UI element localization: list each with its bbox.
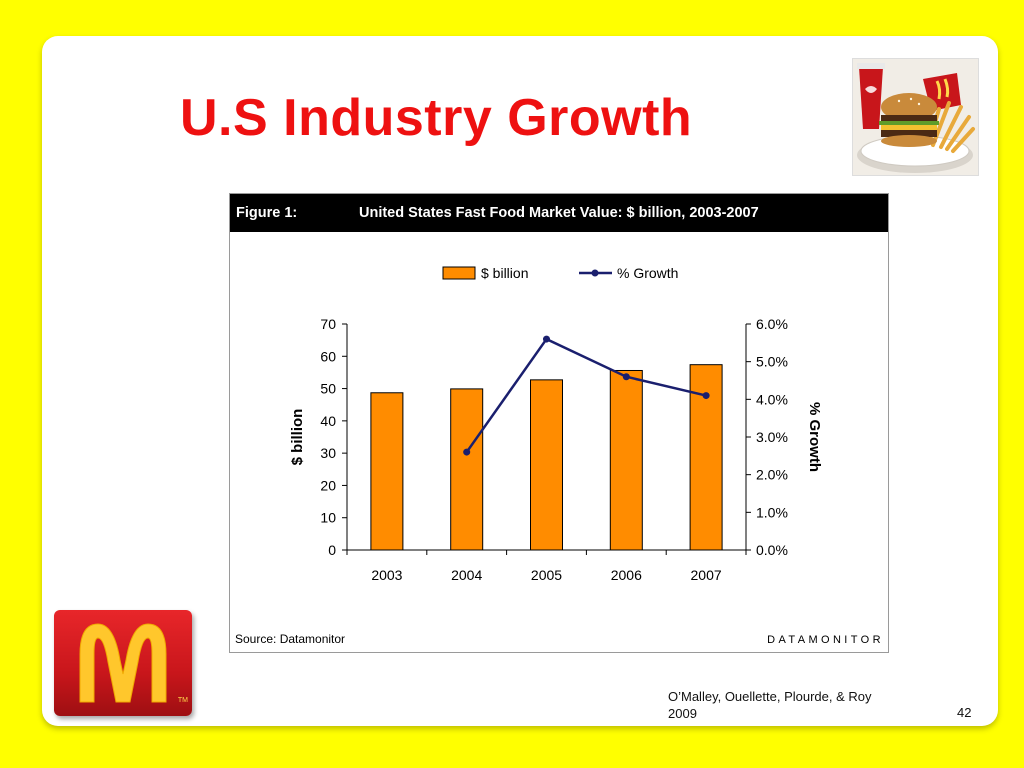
x-tick-label: 2006 (611, 567, 642, 583)
golden-arches-icon (79, 623, 167, 703)
left-tick-label: 10 (320, 510, 336, 526)
left-tick-label: 0 (328, 542, 336, 558)
bar-2005 (530, 379, 563, 551)
figure-header: Figure 1: United States Fast Food Market… (230, 194, 888, 232)
left-tick-label: 70 (320, 316, 336, 332)
slide-title: U.S Industry Growth (180, 89, 693, 147)
bar-2003 (370, 392, 404, 551)
right-axis-title: % Growth (806, 402, 823, 472)
page-number: 42 (957, 705, 972, 720)
x-tick-label: 2004 (451, 567, 482, 583)
legend-line-label: % Growth (617, 265, 678, 281)
right-tick-label: 2.0% (756, 467, 788, 483)
right-tick-label: 6.0% (756, 316, 788, 332)
left-tick-label: 60 (320, 348, 336, 364)
mcdonalds-logo: TM (54, 610, 192, 716)
fast-food-illustration (853, 59, 978, 175)
left-tick-label: 30 (320, 445, 336, 461)
growth-point-2007 (702, 392, 710, 400)
right-tick-label: 3.0% (756, 429, 788, 445)
bar-2004 (450, 388, 484, 551)
source-note: Source: Datamonitor (235, 632, 346, 646)
left-tick-label: 50 (320, 381, 336, 397)
trademark-label: TM (177, 697, 188, 704)
growth-line (465, 337, 707, 453)
figure-panel: Figure 1: United States Fast Food Market… (229, 193, 889, 653)
citation: O’Malley, Ouellette, Plourde, & Roy 2009 (668, 688, 948, 722)
right-tick-label: 4.0% (756, 391, 788, 407)
left-tick-label: 20 (320, 477, 336, 493)
bar-2006 (609, 369, 643, 551)
x-tick-label: 2007 (691, 567, 722, 583)
market-value-chart: 0 10 20 30 40 50 60 70 0.0% 1.0% 2.0% 3.0% 4.0% 5.0% 6… (289, 265, 823, 583)
right-tick-label: 0.0% (756, 542, 788, 558)
left-axis-title: $ billion (289, 409, 306, 466)
citation-authors: O’Malley, Ouellette, Plourde, & Roy (668, 689, 872, 704)
x-tick-label: 2005 (531, 567, 562, 583)
legend-bar-swatch (442, 266, 476, 280)
right-tick-label: 5.0% (756, 354, 788, 370)
growth-point-2004 (463, 448, 471, 456)
growth-point-2006 (622, 373, 630, 381)
legend-bar-label: $ billion (481, 265, 528, 281)
figure-label: Figure 1: (236, 205, 298, 221)
citation-year: 2009 (668, 706, 697, 721)
datamonitor-brand: DATAMONITOR (767, 634, 884, 646)
growth-point-2005 (543, 335, 550, 343)
figure-title: United States Fast Food Market Value: $ … (359, 205, 759, 221)
legend-line-marker (591, 269, 599, 277)
right-tick-label: 1.0% (756, 504, 788, 520)
x-tick-label: 2003 (371, 567, 402, 583)
fast-food-photo (852, 58, 979, 176)
left-tick-label: 40 (320, 413, 336, 429)
